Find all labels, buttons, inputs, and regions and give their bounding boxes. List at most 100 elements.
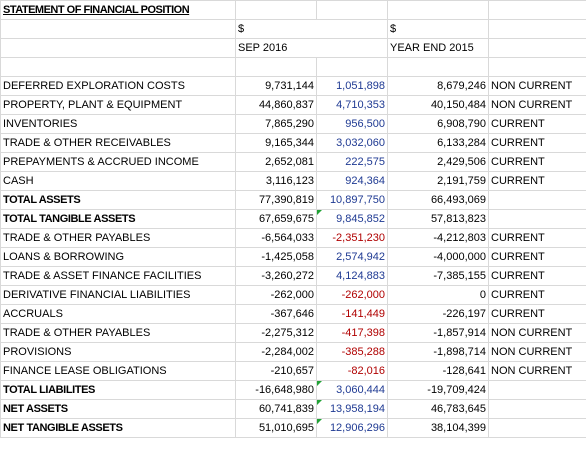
classification-cell[interactable]: CURRENT	[488, 228, 586, 248]
change-value-cell[interactable]: 13,958,194	[316, 399, 388, 419]
classification-cell[interactable]: CURRENT	[488, 152, 586, 172]
change-value-cell[interactable]: 10,897,750	[316, 190, 388, 210]
year-end-2015-value-cell[interactable]: 66,493,069	[387, 190, 489, 210]
year-end-2015-value-cell[interactable]: -19,709,424	[387, 380, 489, 400]
sep-2016-value-cell[interactable]: -367,646	[235, 304, 317, 324]
change-value-cell[interactable]: 956,500	[316, 114, 388, 134]
year-end-2015-value-cell[interactable]: 40,150,484	[387, 95, 489, 115]
sep-2016-value-cell[interactable]: -16,648,980	[235, 380, 317, 400]
row-label-cell[interactable]: TOTAL TANGIBLE ASSETS	[0, 209, 236, 229]
change-value-cell[interactable]: 924,364	[316, 171, 388, 191]
year-end-2015-value-cell[interactable]: 46,783,645	[387, 399, 489, 419]
year-end-2015-value-cell[interactable]: 2,429,506	[387, 152, 489, 172]
empty-cell[interactable]	[0, 57, 236, 77]
row-label-cell[interactable]: ACCRUALS	[0, 304, 236, 324]
change-value-cell[interactable]: -141,449	[316, 304, 388, 324]
sep-2016-value-cell[interactable]: 67,659,675	[235, 209, 317, 229]
row-label-cell[interactable]: NET ASSETS	[0, 399, 236, 419]
empty-cell[interactable]	[235, 57, 317, 77]
classification-cell[interactable]: CURRENT	[488, 285, 586, 305]
year-end-2015-value-cell[interactable]: -128,641	[387, 361, 489, 381]
change-value-cell[interactable]: 4,710,353	[316, 95, 388, 115]
empty-cell[interactable]	[387, 57, 489, 77]
classification-cell[interactable]	[488, 380, 586, 400]
year-end-2015-value-cell[interactable]: 6,133,284	[387, 133, 489, 153]
change-value-cell[interactable]: -82,016	[316, 361, 388, 381]
year-end-2015-value-cell[interactable]: 57,813,823	[387, 209, 489, 229]
row-label-cell[interactable]: DEFERRED EXPLORATION COSTS	[0, 76, 236, 96]
change-value-cell[interactable]: -2,351,230	[316, 228, 388, 248]
classification-cell[interactable]: CURRENT	[488, 266, 586, 286]
sep-2016-value-cell[interactable]: -2,275,312	[235, 323, 317, 343]
year-end-2015-value-cell[interactable]: -1,898,714	[387, 342, 489, 362]
change-value-cell[interactable]: 1,051,898	[316, 76, 388, 96]
row-label-cell[interactable]: TOTAL ASSETS	[0, 190, 236, 210]
row-label-cell[interactable]: TRADE & OTHER PAYABLES	[0, 323, 236, 343]
empty-cell[interactable]	[488, 57, 586, 77]
row-label-cell[interactable]: TRADE & OTHER RECEIVABLES	[0, 133, 236, 153]
row-label-cell[interactable]: PREPAYMENTS & ACCRUED INCOME	[0, 152, 236, 172]
year-end-2015-value-cell[interactable]: 2,191,759	[387, 171, 489, 191]
change-value-cell[interactable]: -385,288	[316, 342, 388, 362]
row-label-cell[interactable]: TRADE & ASSET FINANCE FACILITIES	[0, 266, 236, 286]
classification-cell[interactable]: NON CURRENT	[488, 323, 586, 343]
sheet-title[interactable]: STATEMENT OF FINANCIAL POSITION	[0, 0, 236, 20]
year-end-2015-value-cell[interactable]: -4,212,803	[387, 228, 489, 248]
currency-header-sep[interactable]: $	[235, 19, 388, 39]
change-value-cell[interactable]: 2,574,942	[316, 247, 388, 267]
empty-cell[interactable]	[0, 38, 236, 58]
sep-2016-value-cell[interactable]: 3,116,123	[235, 171, 317, 191]
sep-2016-value-cell[interactable]: 60,741,839	[235, 399, 317, 419]
sep-2016-value-cell[interactable]: 7,865,290	[235, 114, 317, 134]
classification-cell[interactable]: CURRENT	[488, 247, 586, 267]
sep-2016-value-cell[interactable]: -2,284,002	[235, 342, 317, 362]
sep-2016-value-cell[interactable]: 44,860,837	[235, 95, 317, 115]
row-label-cell[interactable]: DERIVATIVE FINANCIAL LIABILITIES	[0, 285, 236, 305]
row-label-cell[interactable]: CASH	[0, 171, 236, 191]
sep-2016-value-cell[interactable]: 51,010,695	[235, 418, 317, 438]
change-value-cell[interactable]: 12,906,296	[316, 418, 388, 438]
row-label-cell[interactable]: PROVISIONS	[0, 342, 236, 362]
classification-cell[interactable]	[488, 418, 586, 438]
row-label-cell[interactable]: PROPERTY, PLANT & EQUIPMENT	[0, 95, 236, 115]
change-value-cell[interactable]: -262,000	[316, 285, 388, 305]
sep-2016-value-cell[interactable]: -1,425,058	[235, 247, 317, 267]
row-label-cell[interactable]: FINANCE LEASE OBLIGATIONS	[0, 361, 236, 381]
empty-cell[interactable]	[316, 57, 388, 77]
sep-2016-value-cell[interactable]: 9,165,344	[235, 133, 317, 153]
period-header-ye[interactable]: YEAR END 2015	[387, 38, 489, 58]
row-label-cell[interactable]: LOANS & BORROWING	[0, 247, 236, 267]
classification-cell[interactable]: CURRENT	[488, 114, 586, 134]
change-value-cell[interactable]: -417,398	[316, 323, 388, 343]
sep-2016-value-cell[interactable]: 9,731,144	[235, 76, 317, 96]
sep-2016-value-cell[interactable]: -262,000	[235, 285, 317, 305]
sep-2016-value-cell[interactable]: -210,657	[235, 361, 317, 381]
row-label-cell[interactable]: TOTAL LIABILITES	[0, 380, 236, 400]
change-value-cell[interactable]: 3,060,444	[316, 380, 388, 400]
classification-cell[interactable]: NON CURRENT	[488, 95, 586, 115]
change-value-cell[interactable]: 9,845,852	[316, 209, 388, 229]
empty-cell[interactable]	[0, 19, 236, 39]
sep-2016-value-cell[interactable]: 77,390,819	[235, 190, 317, 210]
empty-cell[interactable]	[316, 0, 388, 20]
row-label-cell[interactable]: TRADE & OTHER PAYABLES	[0, 228, 236, 248]
sep-2016-value-cell[interactable]: -6,564,033	[235, 228, 317, 248]
classification-cell[interactable]: CURRENT	[488, 133, 586, 153]
empty-cell[interactable]	[488, 19, 586, 39]
classification-cell[interactable]: CURRENT	[488, 304, 586, 324]
sep-2016-value-cell[interactable]: -3,260,272	[235, 266, 317, 286]
classification-cell[interactable]	[488, 209, 586, 229]
year-end-2015-value-cell[interactable]: -226,197	[387, 304, 489, 324]
empty-cell[interactable]	[488, 38, 586, 58]
year-end-2015-value-cell[interactable]: -1,857,914	[387, 323, 489, 343]
year-end-2015-value-cell[interactable]: -7,385,155	[387, 266, 489, 286]
classification-cell[interactable]	[488, 190, 586, 210]
change-value-cell[interactable]: 222,575	[316, 152, 388, 172]
classification-cell[interactable]: CURRENT	[488, 171, 586, 191]
sep-2016-value-cell[interactable]: 2,652,081	[235, 152, 317, 172]
row-label-cell[interactable]: INVENTORIES	[0, 114, 236, 134]
period-header-sep[interactable]: SEP 2016	[235, 38, 388, 58]
change-value-cell[interactable]: 4,124,883	[316, 266, 388, 286]
year-end-2015-value-cell[interactable]: 8,679,246	[387, 76, 489, 96]
empty-cell[interactable]	[387, 0, 489, 20]
